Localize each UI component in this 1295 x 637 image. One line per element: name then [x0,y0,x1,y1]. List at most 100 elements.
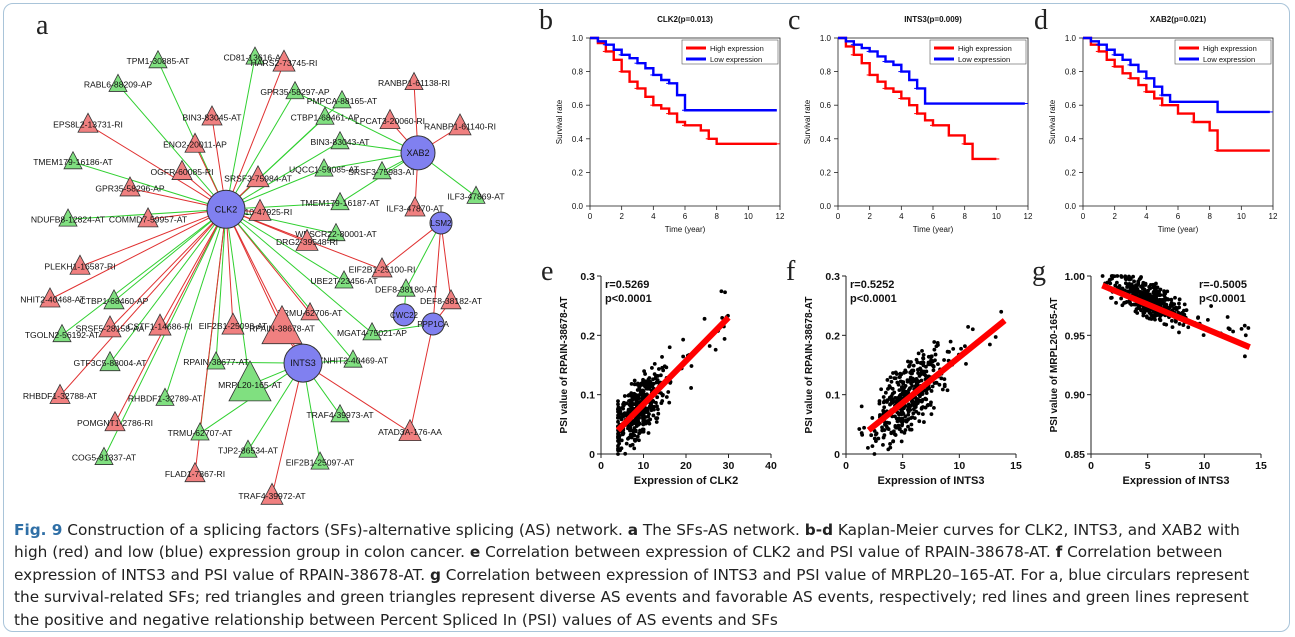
scatter-point [659,391,663,395]
scatter-point [1114,280,1119,285]
legend: High expression Low expression [681,39,779,65]
scatter-point [914,397,919,402]
scatter-point [891,429,896,434]
x-tick-label: 10 [953,460,965,472]
correlation-p: p<0.0001 [850,293,897,305]
scatter-point [1201,333,1206,338]
scatter-point [1156,291,1161,296]
favorable-as-triangle [206,351,226,370]
figure-caption: Fig. 9 Construction of a splicing factor… [14,519,1276,631]
x-tick-label: 40 [765,460,777,472]
scatter-point [1177,330,1181,335]
scatter-point [1154,281,1158,286]
scatter-point [900,422,905,427]
sf-node-circle [429,211,453,235]
as-node-label: EIF2B1-25100-RI [349,264,416,274]
scatter-point [652,372,657,377]
scatter-point [909,427,914,432]
chart-title: XAB2(p=0.021) [1150,15,1207,24]
scatter-point [907,388,911,392]
figure-frame [3,3,1290,632]
network-edge [109,208,227,364]
scatter-point [891,371,895,375]
scatter-point [1174,307,1179,312]
scatter-point [920,348,924,353]
as-node-label: EIF2B1-25098-AT [199,321,268,331]
sf-node-circle [421,312,445,336]
as-node-label: DEF8-38182-AT [420,296,483,306]
network-edge [409,323,434,433]
as-node-label: GPR35-58297-AP [260,87,330,97]
scatter-point [881,400,886,405]
diverse-as-triangle [371,257,393,278]
diverse-as-triangle [221,312,245,335]
legend: High expression Low expression [929,39,1027,65]
scatter-point [642,382,647,387]
as-node-label: NDUFB8-12824-AT [31,214,106,224]
scatter-point [916,351,921,356]
scatter-point [897,388,902,393]
scatter-point [629,381,634,386]
scatter-point [635,420,640,425]
scatter-point [860,432,865,437]
caption-a-label: a [627,521,639,539]
scatter-point [906,407,911,412]
as-node-label: CSTF1-14686-RI [127,322,192,332]
y-tick-label: 0 [589,449,595,461]
favorable-as-triangle [103,288,125,310]
scatter-point [970,327,975,332]
y-tick-label: 0.8 [820,68,832,77]
scatter-point [655,407,660,412]
network-edge [79,208,227,268]
diverse-as-triangle [49,383,71,404]
caption-e-label: e [469,543,481,562]
scatter-point [921,360,926,365]
y-tick-label: 0.6 [572,101,584,110]
favorable-as-triangle [285,80,305,100]
scatter-point [647,412,651,416]
x-tick-label: 6 [683,212,688,221]
as-node-label: PMPCA-88165-AT [307,96,378,106]
scatter-point [903,383,908,388]
scatter-point [914,376,919,381]
x-tick-label: 0 [1081,212,1086,221]
scatter-ints3-mrpl20: 0 5 10 15 0.85 0.90 0.95 1.00 Expression of INTS… [1049,271,1267,487]
scatter-point [897,427,902,431]
as-node-label: SRSF3-75984-AT [224,173,292,183]
scatter-point [896,382,901,387]
scatter-point [929,354,934,359]
scatter-point [1169,297,1174,302]
scatter-point [1152,313,1156,318]
scatter-point [616,399,620,404]
scatter-point [888,442,892,446]
scatter-point [626,393,631,398]
x-tick-label: 10 [638,460,650,472]
y-tick-label: 0.2 [580,330,595,342]
scatter-point [873,432,878,437]
scatter-point [931,368,936,373]
trend-line [866,318,1007,433]
scatter-point [1209,304,1214,308]
as-node-label: TPM1-30885-AT [127,56,191,66]
scatter-point [886,427,891,432]
scatter-point [1177,301,1181,306]
scatter-point [904,390,909,395]
scatter-point [903,368,908,373]
scatter-point [655,416,660,421]
scatter-point [914,409,919,414]
scatter-point [1129,282,1134,287]
scatter-point [869,433,874,438]
km-curve [838,36,997,161]
scatter-point [1148,282,1153,287]
as-node-label: ATAD3A-176-AA [378,427,442,437]
scatter-point [879,387,884,392]
scatter-point [652,361,657,366]
scatter-point [1155,285,1160,290]
scatter-point [910,376,915,381]
km-curve [590,36,777,146]
scatter-point [1177,322,1182,326]
as-node-label: MRPL20-165-AT [218,380,283,390]
scatter-point [888,375,893,380]
panel-letter-f: f [786,256,796,287]
scatter-point [870,444,875,449]
